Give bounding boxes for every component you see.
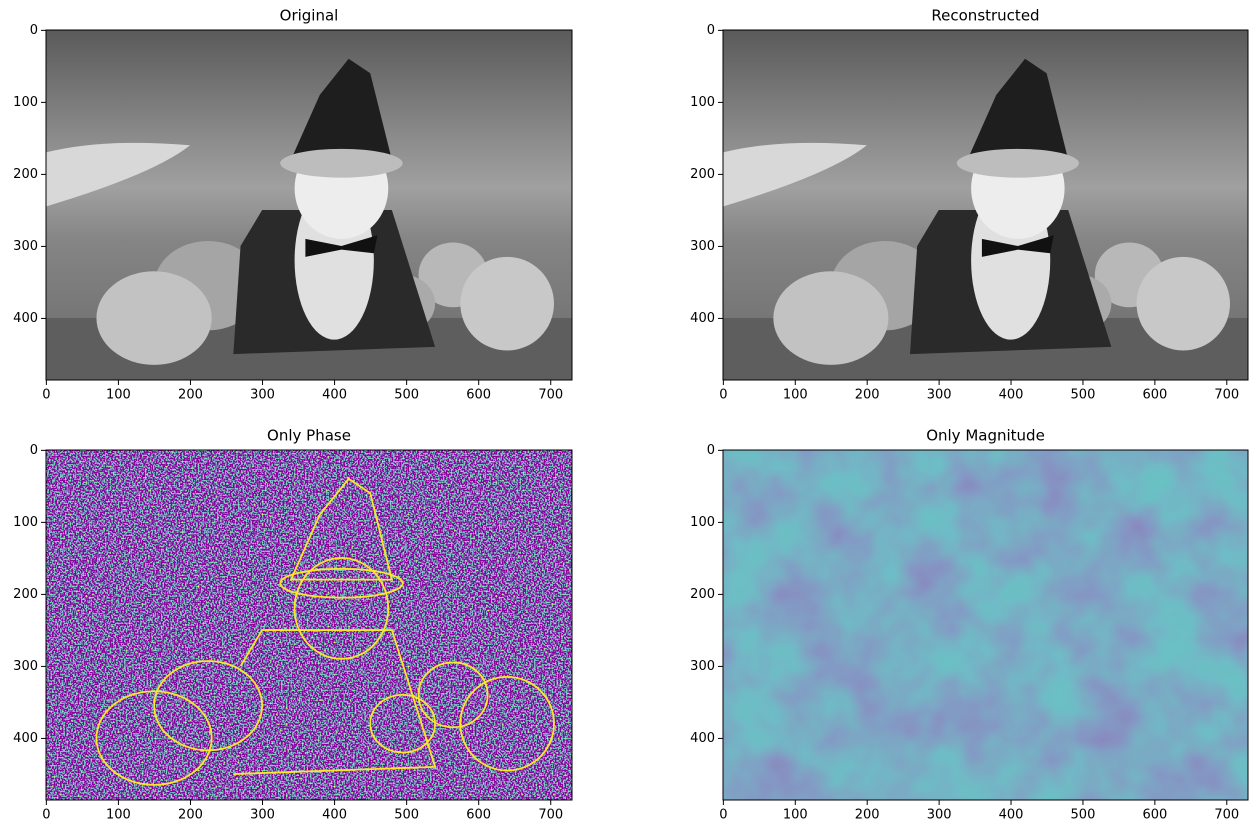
image: [723, 30, 1248, 380]
x-tick-label: 0: [42, 388, 50, 403]
x-tick-label: 700: [1214, 808, 1239, 823]
x-tick-label: 500: [394, 388, 419, 403]
x-tick-label: 0: [42, 808, 50, 823]
x-tick-label: 100: [783, 388, 808, 403]
x-tick-label: 600: [1142, 808, 1167, 823]
y-tick-label: 400: [690, 731, 715, 746]
axes-title: Only Magnitude: [926, 427, 1045, 445]
x-tick-label: 700: [1214, 388, 1239, 403]
image: [723, 450, 1248, 800]
x-tick-label: 400: [999, 388, 1024, 403]
x-tick-label: 500: [1071, 388, 1096, 403]
x-tick-label: 200: [178, 388, 203, 403]
y-tick-label: 200: [690, 167, 715, 182]
y-tick-label: 400: [690, 311, 715, 326]
x-tick-label: 400: [322, 808, 347, 823]
y-tick-label: 0: [30, 23, 38, 38]
axes-frame: [45, 449, 573, 801]
x-tick-label: 500: [1071, 808, 1096, 823]
x-tick-label: 600: [466, 388, 491, 403]
y-tick-label: 400: [13, 731, 38, 746]
x-tick-label: 0: [719, 808, 727, 823]
axes-frame: [722, 29, 1249, 381]
x-tick-label: 100: [106, 808, 131, 823]
axes-frame: [45, 29, 573, 381]
x-tick-label: 400: [999, 808, 1024, 823]
y-tick-label: 100: [13, 515, 38, 530]
y-tick-label: 300: [13, 239, 38, 254]
y-tick-label: 0: [707, 443, 715, 458]
y-tick-label: 300: [690, 239, 715, 254]
y-tick-label: 100: [690, 515, 715, 530]
x-tick-label: 300: [250, 808, 275, 823]
y-tick-label: 200: [13, 587, 38, 602]
x-tick-label: 400: [322, 388, 347, 403]
y-tick-label: 100: [690, 95, 715, 110]
image: [46, 450, 572, 800]
x-tick-label: 300: [927, 388, 952, 403]
x-tick-label: 300: [927, 808, 952, 823]
axes-title: Only Phase: [267, 427, 351, 445]
x-tick-label: 600: [1142, 388, 1167, 403]
x-tick-label: 500: [394, 808, 419, 823]
x-tick-label: 700: [538, 808, 563, 823]
axes-title: Reconstructed: [931, 7, 1039, 25]
y-tick-label: 200: [690, 587, 715, 602]
x-tick-label: 300: [250, 388, 275, 403]
axes-frame: [722, 449, 1249, 801]
x-tick-label: 100: [106, 388, 131, 403]
y-tick-label: 300: [13, 659, 38, 674]
x-tick-label: 600: [466, 808, 491, 823]
x-tick-label: 0: [719, 388, 727, 403]
y-tick-label: 0: [30, 443, 38, 458]
x-tick-label: 200: [855, 388, 880, 403]
y-tick-label: 200: [13, 167, 38, 182]
y-tick-label: 300: [690, 659, 715, 674]
y-tick-label: 400: [13, 311, 38, 326]
x-tick-label: 700: [538, 388, 563, 403]
axes-title: Original: [280, 7, 339, 25]
image: [46, 30, 572, 380]
x-tick-label: 200: [855, 808, 880, 823]
x-tick-label: 200: [178, 808, 203, 823]
y-tick-label: 100: [13, 95, 38, 110]
y-tick-label: 0: [707, 23, 715, 38]
x-tick-label: 100: [783, 808, 808, 823]
